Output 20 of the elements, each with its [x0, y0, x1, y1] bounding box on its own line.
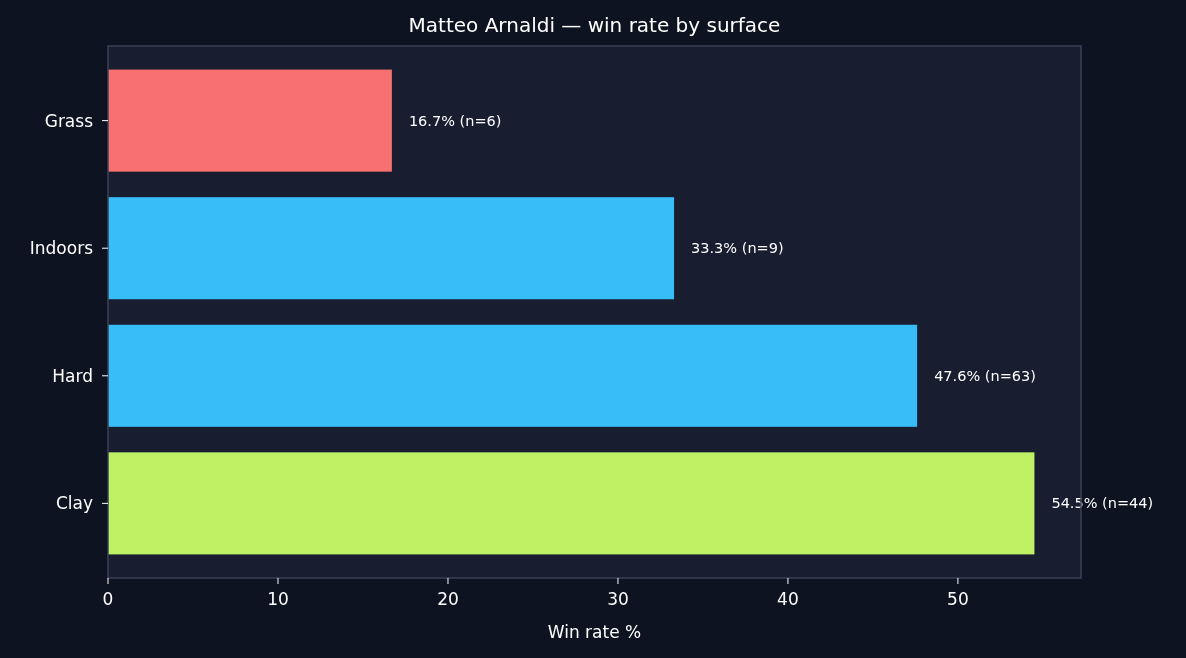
y-tick-label: Hard — [52, 365, 93, 386]
data-label: 54.5% (n=44) — [1051, 495, 1154, 512]
x-tick-label: 20 — [437, 589, 459, 609]
x-tick-label: 40 — [777, 589, 799, 609]
x-tick-label: 50 — [947, 589, 969, 609]
y-tick-label: Indoors — [29, 238, 94, 259]
x-tick-label: 30 — [607, 589, 629, 609]
bar — [108, 324, 918, 427]
bar — [108, 197, 675, 300]
data-label: 47.6% (n=63) — [934, 367, 1036, 384]
data-label: 16.7% (n=6) — [408, 112, 502, 129]
y-tick-label: Clay — [55, 493, 93, 514]
chart-title: Matteo Arnaldi — win rate by surface — [408, 13, 781, 37]
bar — [108, 69, 392, 172]
y-tick-label: Grass — [44, 110, 94, 131]
x-axis-title: Win rate % — [547, 622, 642, 642]
data-label: 33.3% (n=9) — [691, 240, 784, 257]
x-tick-label: 10 — [267, 589, 289, 609]
x-tick-label: 0 — [102, 589, 114, 609]
bar — [108, 452, 1035, 555]
